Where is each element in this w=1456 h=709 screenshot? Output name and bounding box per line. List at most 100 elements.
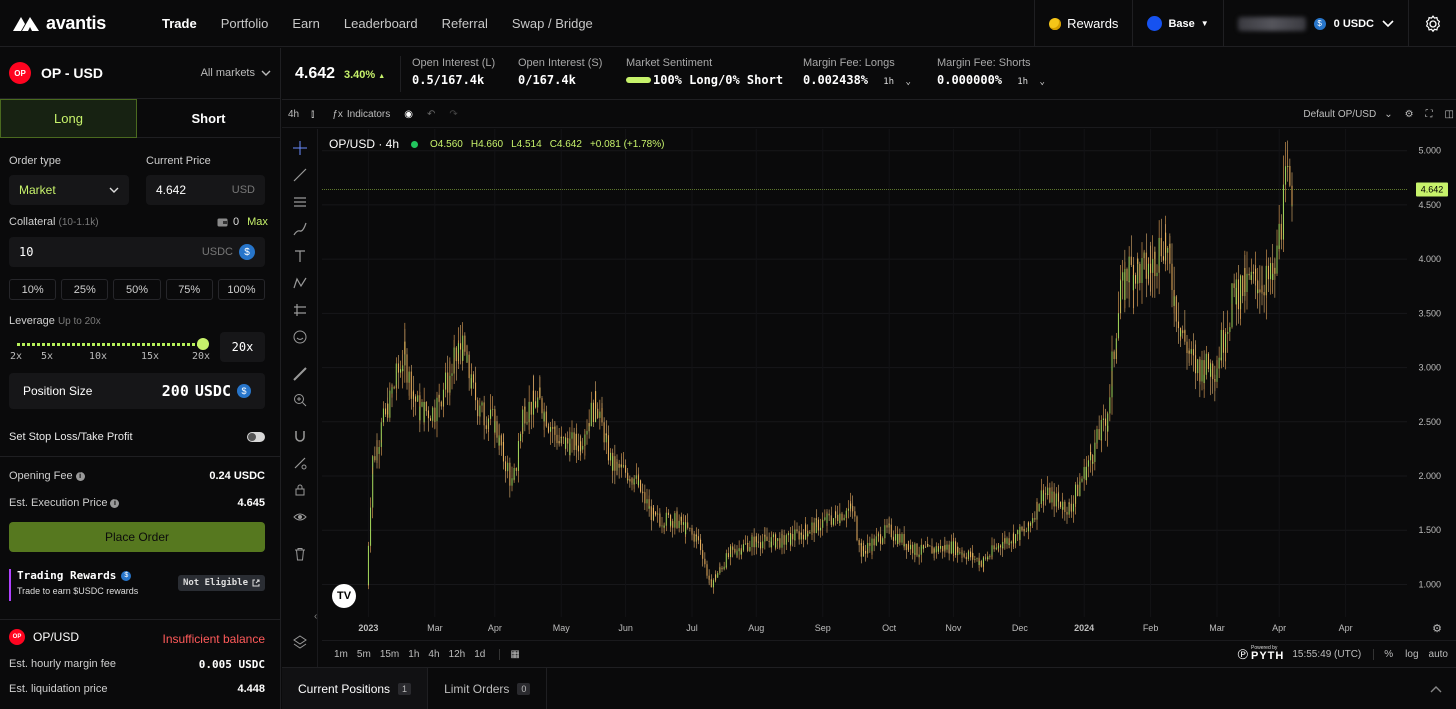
candle-body	[706, 564, 708, 576]
horizontal-lines-icon[interactable]	[293, 195, 307, 209]
rewards-button[interactable]: Rewards	[1034, 0, 1132, 47]
fee-long-timeframe[interactable]: 1h ⌄	[883, 77, 911, 87]
current-positions-label: Current Positions	[298, 681, 391, 696]
percent-toggle[interactable]: %	[1373, 648, 1393, 660]
leverage-slider-handle[interactable]	[197, 338, 209, 350]
auto-toggle[interactable]: auto	[1428, 648, 1448, 660]
info-icon[interactable]: i	[75, 471, 85, 481]
logo[interactable]: avantis	[12, 13, 132, 34]
settings-button[interactable]	[1408, 0, 1456, 47]
zoom-in-icon[interactable]	[293, 393, 307, 407]
collapse-arrow-icon[interactable]: ‹	[314, 611, 318, 622]
tf-4h[interactable]: 4h	[428, 648, 440, 660]
lock-icon[interactable]	[293, 483, 307, 497]
fee-short-timeframe[interactable]: 1h ⌄	[1017, 77, 1045, 87]
collateral-input[interactable]: 10 USDC $	[9, 237, 265, 267]
chevron-up-icon[interactable]	[1430, 685, 1442, 693]
order-type-select[interactable]: Market	[9, 175, 129, 205]
tab-long[interactable]: Long	[0, 99, 137, 138]
current-price-label: Current Price	[146, 155, 211, 167]
candle-body	[1094, 442, 1096, 462]
sltp-toggle[interactable]	[247, 432, 265, 442]
pct-25-button[interactable]: 25%	[61, 279, 109, 300]
log-toggle[interactable]: log	[1405, 648, 1419, 660]
tf-1h[interactable]: 1h	[408, 648, 420, 660]
pct-10-button[interactable]: 10%	[9, 279, 57, 300]
chart-template-label[interactable]: Default OP/USD	[1303, 108, 1377, 120]
chart-settings-icon[interactable]: ⚙	[1404, 108, 1414, 120]
price-chart[interactable]: 5.000 4.500 4.000 3.500 3.000 2.500 2.000 1.500…	[314, 129, 1456, 667]
calendar-icon[interactable]: ▦	[499, 648, 520, 660]
lock-drawing-icon[interactable]	[293, 456, 307, 470]
price-chart-svg[interactable]: 5.000 4.500 4.000 3.500 3.000 2.500 2.000 1.500…	[322, 129, 1456, 640]
magnet-icon[interactable]	[293, 429, 307, 443]
tf-1d[interactable]: 1d	[474, 648, 486, 660]
candle-body	[640, 480, 642, 492]
last-price-badge	[1416, 182, 1448, 197]
candle-body	[560, 436, 562, 439]
crosshair-icon[interactable]	[293, 141, 307, 155]
candle-body	[732, 548, 734, 550]
candle-body	[1173, 296, 1175, 306]
layers-icon[interactable]	[293, 635, 307, 649]
tab-current-positions[interactable]: Current Positions 1	[282, 667, 429, 709]
nav-portfolio[interactable]: Portfolio	[220, 15, 269, 31]
y-tick-label: 2.500	[1418, 417, 1441, 427]
pct-75-button[interactable]: 75%	[165, 279, 213, 300]
wallet-button[interactable]: $ 0 USDC	[1222, 0, 1408, 47]
candle-body	[749, 546, 751, 551]
trend-line-icon[interactable]	[293, 168, 307, 182]
emoji-icon[interactable]	[293, 330, 307, 344]
candle-body	[507, 462, 509, 472]
tradingview-logo[interactable]: TV	[332, 584, 356, 608]
tf-12h[interactable]: 12h	[448, 648, 466, 660]
eye-icon[interactable]: ◉	[404, 108, 413, 120]
network-selector[interactable]: Base ▼	[1132, 0, 1222, 47]
undo-icon[interactable]: ↶	[426, 108, 436, 120]
trash-icon[interactable]	[293, 547, 307, 561]
pct-100-button[interactable]: 100%	[217, 279, 266, 300]
forecast-icon[interactable]	[293, 303, 307, 317]
pct-50-button[interactable]: 50%	[113, 279, 161, 300]
eye-visibility-icon[interactable]	[293, 510, 307, 524]
redo-icon[interactable]: ↷	[449, 108, 458, 120]
nav-earn[interactable]: Earn	[292, 15, 320, 31]
utc-clock[interactable]: 15:55:49 (UTC)	[1292, 648, 1362, 660]
market-stats-bar: 4.642 3.40% ▲ Open Interest (L) 0.5/167.…	[282, 48, 1456, 100]
candle-body	[1192, 349, 1194, 356]
nav-referral[interactable]: Referral	[441, 15, 488, 31]
max-button[interactable]: Max	[247, 216, 268, 228]
nav-swap-bridge[interactable]: Swap / Bridge	[511, 15, 593, 31]
leverage-slider-track[interactable]	[17, 343, 203, 346]
tab-limit-orders[interactable]: Limit Orders 0	[428, 667, 548, 709]
candle-body	[385, 408, 387, 415]
snapshot-icon[interactable]: ◫	[1444, 108, 1454, 120]
chevron-down-icon[interactable]: ⌄	[1384, 108, 1393, 120]
pattern-icon[interactable]	[293, 276, 307, 290]
nav-leaderboard[interactable]: Leaderboard	[343, 15, 418, 31]
candle-body	[515, 468, 517, 471]
tab-short[interactable]: Short	[191, 110, 226, 126]
all-markets-dropdown[interactable]: All markets	[201, 67, 271, 79]
interval-button[interactable]: 4h	[288, 108, 300, 120]
pair-selector[interactable]: OP OP - USD All markets	[0, 48, 280, 99]
place-order-button[interactable]: Place Order	[9, 522, 265, 552]
ruler-icon[interactable]	[293, 367, 307, 381]
leverage-input[interactable]: 20x	[220, 332, 265, 362]
candle-type-icon[interactable]: ⫾	[311, 108, 315, 120]
candle-body	[475, 382, 477, 401]
fullscreen-icon[interactable]: ⛶	[1425, 108, 1433, 120]
candle-body	[423, 402, 425, 423]
candle-body	[625, 465, 627, 473]
current-price-unit: USD	[231, 184, 255, 196]
nav-trade[interactable]: Trade	[162, 15, 197, 31]
tf-15m[interactable]: 15m	[379, 648, 400, 660]
tf-5m[interactable]: 5m	[356, 648, 371, 660]
tf-1m[interactable]: 1m	[334, 648, 348, 660]
text-icon[interactable]	[293, 249, 307, 263]
candle-body	[524, 406, 526, 424]
indicators-button[interactable]: ƒx Indicators	[332, 109, 390, 120]
info-icon[interactable]: i	[110, 498, 120, 508]
not-eligible-badge[interactable]: Not Eligible	[177, 575, 265, 591]
brush-icon[interactable]	[293, 222, 307, 236]
